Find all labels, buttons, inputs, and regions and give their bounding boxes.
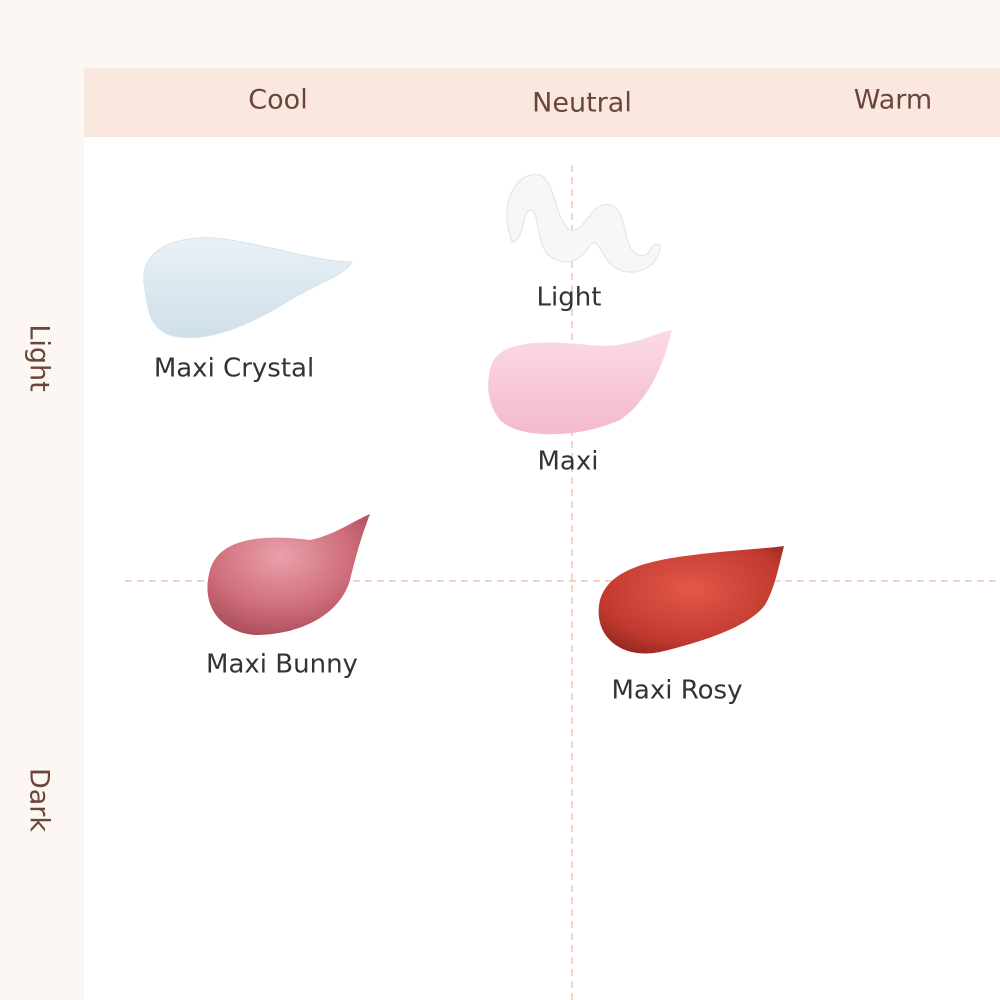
column-label: Cool: [248, 85, 307, 116]
swatch-maxi-crystal: [143, 237, 353, 339]
item-label: Light: [537, 283, 602, 313]
swatch-maxi-bunny: [207, 514, 370, 635]
column-label: Neutral: [532, 88, 632, 119]
swatch-maxi: [488, 330, 672, 435]
item-label: Maxi Rosy: [612, 676, 743, 706]
row-label: Dark: [24, 768, 55, 832]
column-label: Warm: [854, 85, 932, 116]
item-label: Maxi: [538, 447, 599, 477]
item-label: Maxi Bunny: [206, 650, 358, 680]
swatch-maxi-rosy: [598, 546, 784, 654]
swatch-light: [506, 174, 661, 273]
header-band: [84, 68, 1000, 137]
row-label: Light: [24, 324, 55, 391]
item-label: Maxi Crystal: [154, 354, 314, 384]
